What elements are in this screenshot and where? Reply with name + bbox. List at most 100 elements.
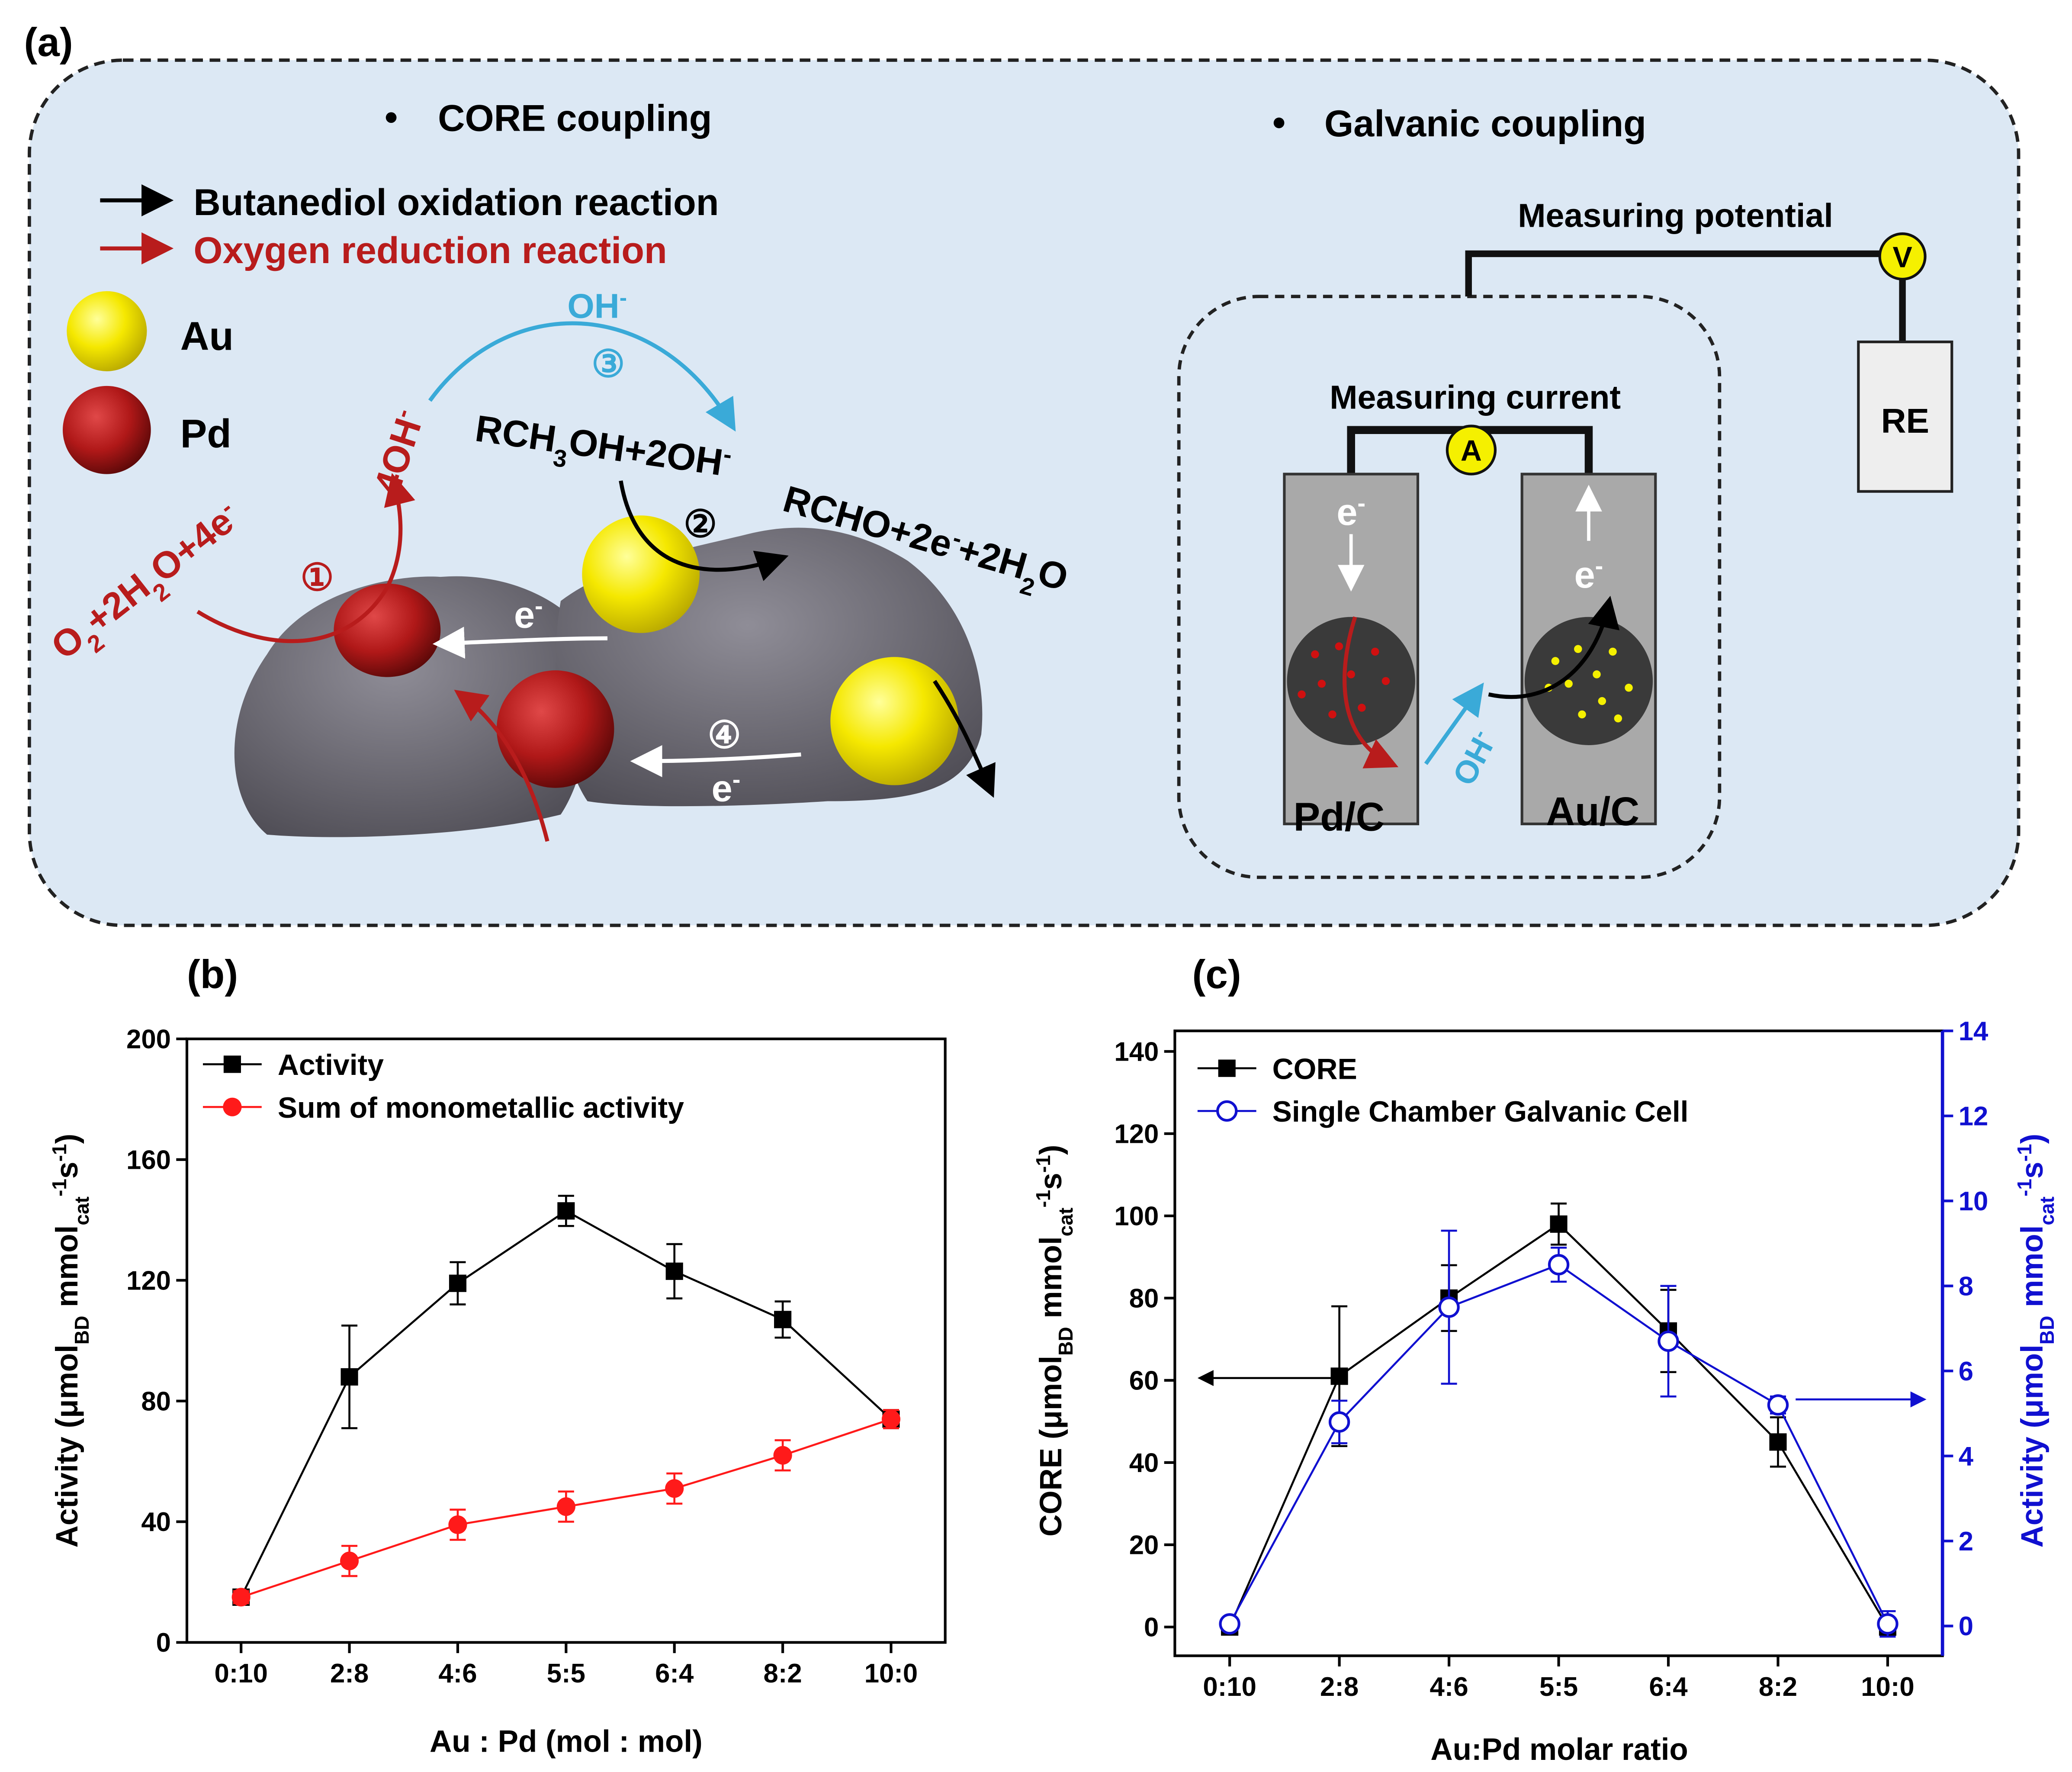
- y-tick-label: 120: [126, 1266, 171, 1296]
- y2-tick-label: 8: [1959, 1271, 1973, 1301]
- oh-arrow: [1424, 682, 1484, 765]
- y2-tick-label: 0: [1959, 1611, 1973, 1641]
- electron: e-: [1574, 552, 1603, 596]
- oh-arrow: [428, 321, 736, 432]
- electron-arrow: [432, 627, 607, 659]
- legend-label: Activity: [278, 1049, 384, 1081]
- legend-label: Single Chamber Galvanic Cell: [1272, 1096, 1689, 1128]
- orr-arrow: [454, 689, 549, 842]
- y-tick-label: 120: [1114, 1119, 1159, 1149]
- plot-frame: [185, 1037, 947, 1644]
- electron-arrow: [630, 745, 801, 778]
- panel-label: (a): [24, 20, 73, 65]
- x-tick-label: 4:6: [438, 1659, 477, 1688]
- y-tick-label: 160: [126, 1145, 171, 1175]
- y-tick-label: 200: [126, 1024, 171, 1054]
- y-tick-label: 40: [1129, 1448, 1159, 1478]
- marker: [665, 1479, 684, 1498]
- electron: e-: [1336, 489, 1365, 533]
- y2-tick-label: 6: [1959, 1357, 1973, 1386]
- legend-label: CORE: [1272, 1053, 1357, 1085]
- y2-tick-label: 10: [1959, 1187, 1988, 1216]
- step-number: ③: [591, 343, 625, 385]
- x-tick-label: 0:10: [1203, 1672, 1256, 1702]
- legend-label: Sum of monometallic activity: [278, 1092, 684, 1124]
- ammeter: [1446, 425, 1497, 476]
- marker: [1767, 1394, 1789, 1416]
- y-tick-label: 0: [1144, 1612, 1159, 1642]
- marker: [341, 1368, 358, 1386]
- cell-frame: [1177, 295, 1722, 879]
- orr-arrow: [196, 473, 415, 643]
- marker: [223, 1097, 242, 1116]
- marker: [1219, 1613, 1240, 1635]
- oxidation-arrow: [619, 480, 789, 581]
- marker: [1328, 1411, 1350, 1433]
- marker: [1438, 1296, 1460, 1318]
- wire: [1465, 250, 1906, 342]
- marker: [1218, 1059, 1236, 1077]
- marker: [1877, 1613, 1899, 1635]
- section-title: CORE coupling: [438, 98, 712, 139]
- pd-sphere: [496, 670, 614, 788]
- y-tick-label: 140: [1114, 1037, 1159, 1067]
- electron: e-: [514, 592, 543, 636]
- x-axis-label: Au : Pd (mol : mol): [430, 1725, 703, 1759]
- panel-label: (b): [187, 952, 238, 997]
- section-title: Galvanic coupling: [1324, 103, 1646, 145]
- x-tick-label: 8:2: [764, 1659, 802, 1688]
- series-line: [1229, 1264, 1889, 1624]
- marker: [1769, 1433, 1787, 1451]
- y-tick-label: 20: [1129, 1530, 1159, 1560]
- step-number: ①: [300, 557, 334, 598]
- marker: [231, 1588, 251, 1607]
- pd-dots: [1298, 642, 1390, 719]
- bullet: [385, 112, 397, 123]
- step-number: ④: [707, 714, 741, 756]
- x-tick-label: 0:10: [214, 1659, 268, 1688]
- y2-tick-label: 4: [1959, 1441, 1973, 1471]
- x-tick-label: 4:6: [1430, 1672, 1468, 1702]
- marker: [449, 1274, 467, 1292]
- x-tick-label: 2:8: [1320, 1672, 1359, 1702]
- meter-label: V: [1892, 241, 1912, 273]
- y-tick-label: 40: [141, 1507, 171, 1537]
- marker: [1216, 1100, 1238, 1122]
- marker: [448, 1515, 467, 1534]
- marker: [665, 1262, 683, 1280]
- marker: [556, 1497, 575, 1516]
- oxidation-arrow: [933, 680, 996, 798]
- y-tick-label: 60: [1129, 1366, 1159, 1396]
- marker: [1548, 1254, 1570, 1276]
- orr-arrow: [1343, 616, 1399, 769]
- marker: [774, 1311, 792, 1328]
- pd-sphere: [334, 583, 441, 677]
- y-tick-label: 80: [141, 1386, 171, 1416]
- metal-label: Pd: [180, 411, 231, 456]
- marker: [1658, 1330, 1679, 1352]
- panel-label: (c): [1192, 952, 1241, 997]
- au-sphere: [830, 657, 959, 785]
- panel-a: (a) CORE coupling Galvanic coupling Buta…: [24, 20, 2021, 927]
- legend-text: Oxygen reduction reaction: [193, 230, 667, 271]
- y-axis-label: Activity (μmolBD mmolcat-1s-1): [48, 1134, 93, 1548]
- x-tick-label: 8:2: [1759, 1672, 1797, 1702]
- marker: [773, 1446, 792, 1465]
- au-catalyst: [1524, 617, 1653, 745]
- y2-tick-label: 2: [1959, 1527, 1973, 1557]
- x-tick-label: 6:4: [1649, 1672, 1687, 1702]
- x-tick-label: 10:0: [1861, 1672, 1915, 1702]
- y-tick-label: 100: [1114, 1201, 1159, 1231]
- reference-electrode: [1857, 340, 1953, 493]
- marker: [340, 1551, 359, 1570]
- y-axis-label: CORE (μmolBD mmolcat-1s-1): [1032, 1145, 1077, 1536]
- au-sphere: [582, 515, 700, 633]
- pd-sphere: [63, 386, 151, 474]
- marker: [557, 1202, 575, 1220]
- species: OH-: [567, 286, 627, 325]
- electrode-label: Pd/C: [1294, 794, 1385, 839]
- au-sphere: [67, 291, 147, 371]
- x-tick-label: 5:5: [547, 1659, 585, 1688]
